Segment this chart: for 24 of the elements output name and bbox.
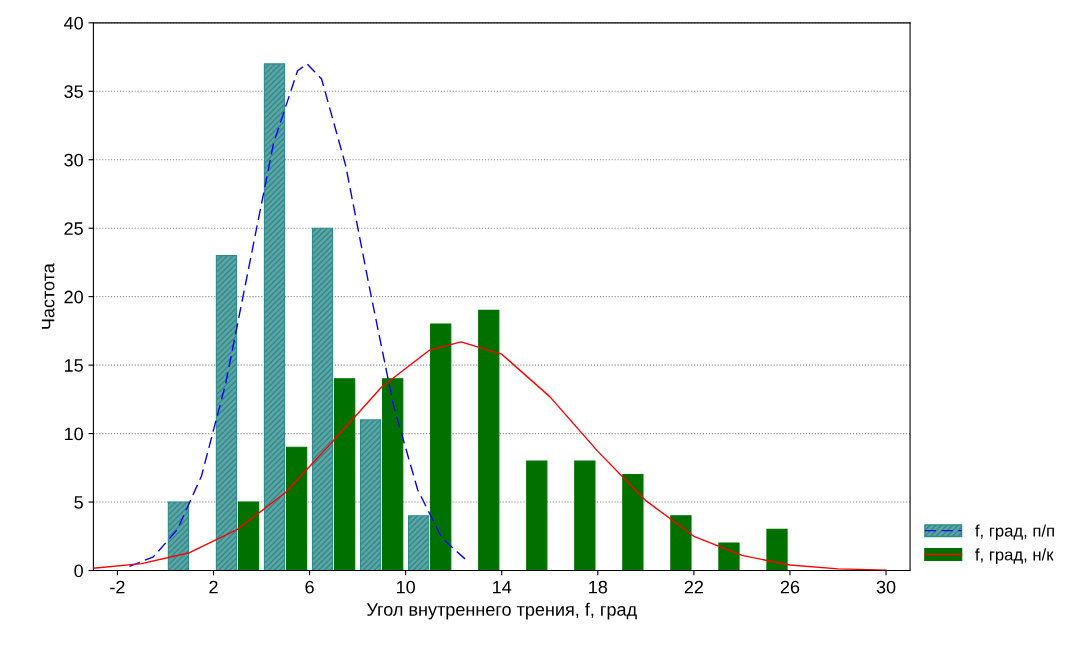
legend-label: f, град, н/к (975, 548, 1054, 564)
x-tick-label: 26 (780, 580, 800, 594)
x-tick-label: 18 (589, 580, 608, 594)
y-tick-label: 40 (64, 16, 83, 30)
line-series (93, 341, 887, 571)
y-tick-label: 35 (64, 85, 83, 98)
y-tick-label: 25 (64, 222, 83, 235)
x-tick-label: 6 (305, 580, 314, 594)
x-tick-label: 2 (209, 580, 218, 594)
y-tick-label: 20 (64, 290, 83, 304)
legend-label: f, град, п/п (975, 524, 1054, 540)
x-axis-title: Угол внутреннего трения, f, град (366, 602, 637, 620)
line-series (128, 63, 467, 568)
y-tick-label: 10 (64, 427, 83, 441)
x-tick-label: 30 (876, 580, 896, 594)
x-tick-label: 22 (684, 580, 704, 594)
y-tick-label: 30 (64, 153, 83, 167)
y-tick-label: 5 (74, 496, 83, 509)
x-tick-label: -2 (110, 580, 125, 594)
y-axis-title: Частота (41, 263, 55, 329)
x-tick-label: 14 (493, 580, 512, 594)
x-tick-label: 10 (396, 580, 415, 594)
y-tick-label: 0 (74, 564, 83, 578)
y-tick-label: 15 (64, 359, 83, 372)
